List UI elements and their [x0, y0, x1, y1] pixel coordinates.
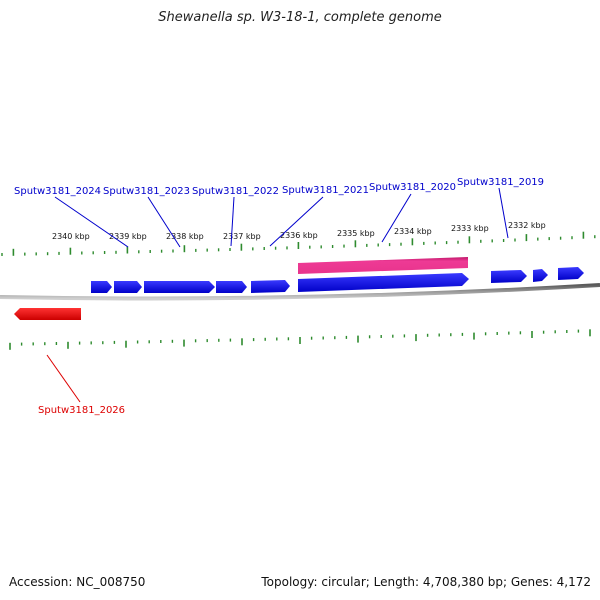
- gene-arrow[interactable]: [91, 281, 112, 293]
- gene-label-sputw3181-2023[interactable]: Sputw3181_2023: [103, 186, 190, 197]
- inner-scale-ticks: [9, 329, 591, 350]
- gene-label-sputw3181-2022[interactable]: Sputw3181_2022: [192, 186, 279, 197]
- highlight-region[interactable]: [298, 257, 468, 274]
- gene-labels: Sputw3181_2024 Sputw3181_2023 Sputw3181_…: [14, 177, 544, 416]
- scale-label-2334: 2334 kbp: [394, 227, 432, 236]
- gene-arrow[interactable]: [491, 270, 527, 283]
- scale-label-2336: 2336 kbp: [280, 231, 318, 240]
- accession-label: Accession: NC_008750: [9, 575, 146, 589]
- gene-arrow[interactable]: [533, 269, 548, 282]
- topology-label: Topology: circular; Length: 4,708,380 bp…: [261, 575, 591, 589]
- scale-label-2335: 2335 kbp: [337, 229, 375, 238]
- gene-label-sputw3181-2026[interactable]: Sputw3181_2026: [38, 405, 125, 416]
- gene-arrow-sputw3181-2026[interactable]: [14, 308, 81, 320]
- genome-backbone: [0, 283, 600, 301]
- gene-arrow-sputw3181-2020[interactable]: [298, 273, 469, 292]
- gene-label-sputw3181-2019[interactable]: Sputw3181_2019: [457, 177, 544, 188]
- gene-arrow[interactable]: [558, 267, 584, 280]
- scale-label-2333: 2333 kbp: [451, 224, 489, 233]
- page-title: Shewanella sp. W3-18-1, complete genome: [158, 10, 442, 25]
- forward-strand-genes: [91, 267, 584, 293]
- gene-label-sputw3181-2020[interactable]: Sputw3181_2020: [369, 182, 456, 193]
- gene-arrow[interactable]: [144, 281, 215, 293]
- scale-labels: 2340 kbp 2339 kbp 2338 kbp 2337 kbp 2336…: [52, 221, 546, 241]
- scale-label-2339: 2339 kbp: [109, 232, 147, 241]
- scale-label-2340: 2340 kbp: [52, 232, 90, 241]
- gene-arrow[interactable]: [216, 281, 247, 293]
- outer-scale-ticks: [1, 231, 596, 256]
- gene-arrow[interactable]: [114, 281, 142, 293]
- gene-label-sputw3181-2024[interactable]: Sputw3181_2024: [14, 186, 101, 197]
- scale-label-2338: 2338 kbp: [166, 232, 204, 241]
- scale-label-2332: 2332 kbp: [508, 221, 546, 230]
- scale-label-2337: 2337 kbp: [223, 232, 261, 241]
- gene-arrow[interactable]: [251, 280, 290, 293]
- gene-label-sputw3181-2021[interactable]: Sputw3181_2021: [282, 185, 369, 196]
- leader-lines: [46, 187, 509, 403]
